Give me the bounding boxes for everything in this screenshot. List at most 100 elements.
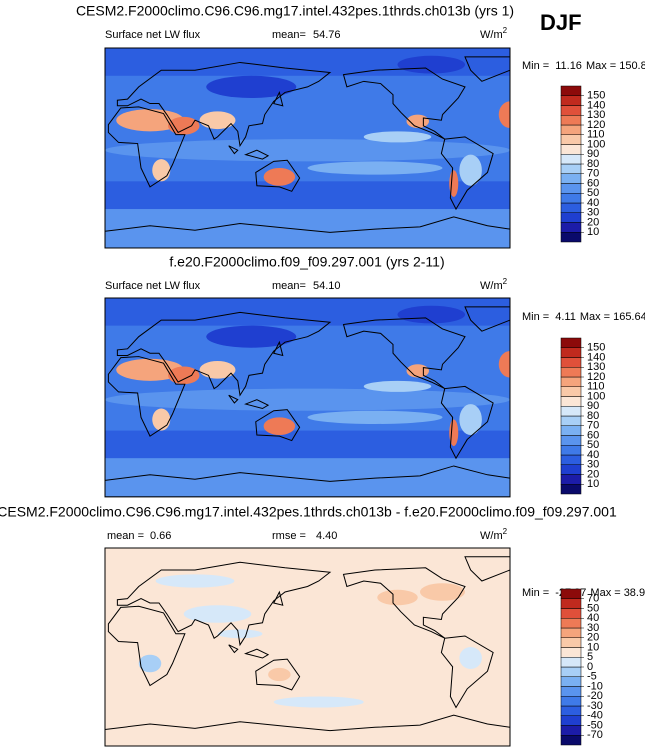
min-label: Min = (522, 60, 549, 72)
colorbar-box (560, 484, 582, 495)
colorbar-label: 140 (587, 99, 605, 111)
colorbar-label: 50 (587, 187, 599, 199)
colorbar-box (560, 173, 582, 184)
mean-label: mean= (272, 29, 306, 41)
colorbar-label: 20 (587, 468, 599, 480)
min-value: 11.16 (555, 60, 582, 72)
rmse-label: rmse = (272, 530, 306, 542)
colorbar-box (560, 445, 582, 456)
colorbar-label: 140 (587, 351, 605, 363)
colorbar-label: -50 (587, 719, 603, 731)
colorbar-label: 110 (587, 129, 605, 141)
mean-value: 54.10 (313, 280, 341, 292)
colorbar-label: 50 (587, 602, 599, 614)
colorbar-label: -5 (587, 671, 597, 683)
colorbar-box (560, 193, 582, 204)
colorbar-label: 10 (587, 641, 599, 653)
rmse-value: 4.40 (316, 530, 337, 542)
max-label: Max = (586, 60, 616, 72)
colorbar-box (560, 686, 582, 697)
colorbar-label: 70 (587, 593, 599, 605)
colorbar-label: 100 (587, 138, 605, 150)
units-base: W/m (480, 280, 503, 292)
max-label: Max = (590, 587, 620, 599)
colorbar-box (560, 163, 582, 174)
variable-label: Surface net LW flux (105, 280, 201, 292)
colorbar-label: 130 (587, 361, 605, 373)
mean-label: mean= (272, 280, 306, 292)
units: W/m2 (480, 527, 508, 542)
colorbar-box (560, 725, 582, 736)
colorbar-label: 10 (587, 478, 599, 490)
colorbar-label: 5 (587, 651, 593, 663)
colorbar-box (560, 386, 582, 397)
max-value: 150.82 (619, 60, 645, 72)
colorbar-label: 20 (587, 216, 599, 228)
colorbar-label: 120 (587, 371, 605, 383)
min-max: Min = 4.11 Max = 165.64 (522, 311, 645, 323)
colorbar-box (560, 657, 582, 668)
colorbar-label: 150 (587, 90, 605, 102)
colorbar-box (560, 666, 582, 677)
colorbar-box (560, 337, 582, 348)
colorbar-label: 30 (587, 459, 599, 471)
colorbar-label: 10 (587, 226, 599, 238)
colorbar-box (560, 154, 582, 165)
colorbar-label: -20 (587, 690, 603, 702)
colorbar-box (560, 608, 582, 619)
colorbar-box (560, 396, 582, 407)
colorbar-box (560, 637, 582, 648)
colorbar-label: 40 (587, 197, 599, 209)
colorbar-box (560, 376, 582, 387)
colorbar-box (560, 735, 582, 746)
colorbar-box (560, 95, 582, 106)
colorbar-label: 80 (587, 158, 599, 170)
colorbar-label: 130 (587, 109, 605, 121)
variable-label: Surface net LW flux (105, 29, 201, 41)
colorbar-box (560, 367, 582, 378)
colorbar-box (560, 598, 582, 609)
units-exponent: 2 (503, 527, 508, 536)
colorbar-box (560, 85, 582, 96)
panel-title: CESM2.F2000climo.C96.C96.mg17.intel.432p… (0, 504, 617, 520)
colorbar-label: 60 (587, 177, 599, 189)
max-label: Max = (580, 311, 610, 323)
panel-title: f.e20.F2000climo.f09_f09.297.001 (yrs 2-… (169, 254, 444, 270)
season-label: DJF (540, 10, 582, 35)
colorbar-label: 70 (587, 420, 599, 432)
colorbar-box (560, 588, 582, 599)
colorbar-label: 30 (587, 207, 599, 219)
min-max: Min =-27.87Max =38.96 (522, 587, 645, 599)
colorbar-box (560, 676, 582, 687)
units: W/m2 (480, 277, 508, 292)
colorbar-label: 90 (587, 148, 599, 160)
units-exponent: 2 (503, 26, 508, 35)
colorbar-label: 110 (587, 381, 605, 393)
colorbar-box (560, 425, 582, 436)
colorbar-label: 30 (587, 622, 599, 634)
min-label: Min = (522, 587, 549, 599)
colorbar-label: 50 (587, 439, 599, 451)
colorbar-box (560, 105, 582, 116)
min-value: 4.11 (555, 311, 576, 323)
colorbar-label: 20 (587, 632, 599, 644)
colorbar-box (560, 705, 582, 716)
colorbar-box (560, 124, 582, 135)
min-max: Min = 11.16 Max =150.82 (522, 60, 645, 72)
mean-label: mean = (107, 530, 144, 542)
colorbar-label: -30 (587, 700, 603, 712)
colorbar-box (560, 357, 582, 368)
colorbar-label: -40 (587, 710, 603, 722)
units-base: W/m (480, 530, 503, 542)
colorbar-label: 40 (587, 612, 599, 624)
colorbar-box (560, 715, 582, 726)
max-value: 38.96 (624, 587, 645, 599)
colorbar-label: 150 (587, 342, 605, 354)
colorbar-box (560, 183, 582, 194)
colorbar-box (560, 212, 582, 223)
colorbar-label: 40 (587, 449, 599, 461)
panel-title: CESM2.F2000climo.C96.C96.mg17.intel.432p… (76, 3, 514, 19)
map (104, 547, 511, 747)
colorbar-box (560, 134, 582, 145)
